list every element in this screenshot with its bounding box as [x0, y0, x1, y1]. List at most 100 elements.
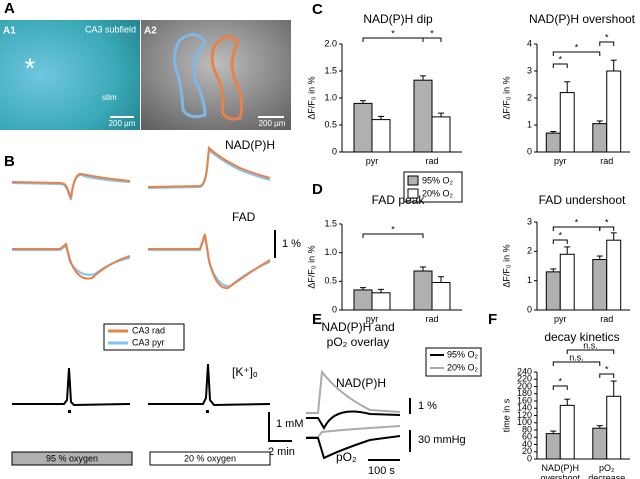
- bar: [545, 132, 561, 153]
- scale-label: 2 min: [268, 446, 295, 458]
- panel-label: F: [488, 311, 497, 328]
- significance-label: n.s.: [569, 352, 584, 362]
- y-tick-label: 20: [522, 446, 532, 456]
- bar: [353, 289, 373, 311]
- region-label: CA3 subfield: [85, 24, 136, 34]
- significance-label: *: [558, 376, 562, 386]
- bar: [545, 271, 561, 311]
- scale-label: 200 µm: [259, 119, 286, 128]
- bar: [606, 395, 622, 460]
- y-tick-label: 3: [527, 65, 532, 75]
- image-a1: [0, 20, 140, 130]
- y-tick-label: 2: [527, 246, 532, 256]
- significance-label: *: [558, 230, 562, 240]
- scale-label: 200 µm: [109, 119, 136, 128]
- panel-label: A: [4, 0, 15, 17]
- trace-label: FAD: [232, 210, 256, 224]
- scale-label: 100 s: [368, 465, 395, 477]
- legend-swatch: [407, 175, 419, 186]
- y-tick-label: 1.5: [324, 218, 337, 228]
- scale-label: 30 mmHg: [418, 434, 466, 446]
- y-tick-label: 240: [517, 366, 532, 376]
- x-tick-label: rad: [600, 156, 614, 166]
- traces-b: [11, 145, 271, 290]
- chart-title: NAD(P)H overshoot: [529, 12, 636, 26]
- significance-label: *: [605, 32, 609, 42]
- y-axis-label: ΔF/F₀ in %: [306, 245, 316, 288]
- y-tick-label: 2.0: [324, 38, 337, 48]
- significance-label: *: [605, 217, 609, 227]
- bar: [559, 92, 575, 153]
- stim-marker: [68, 410, 71, 413]
- trace-po2-95: [306, 435, 401, 460]
- legend-label: CA3 rad: [132, 325, 165, 335]
- significance-bracket: [599, 373, 615, 378]
- panel-label: C: [312, 1, 323, 18]
- y-tick-label: 120: [517, 410, 532, 420]
- y-tick-label: 60: [522, 432, 532, 442]
- significance-label: *: [391, 28, 395, 38]
- chart-title: FAD undershoot: [539, 193, 626, 207]
- legend-e: [425, 347, 482, 377]
- significance-bracket: [362, 37, 424, 42]
- legend-label: 95% O₂: [422, 175, 454, 185]
- bar: [592, 259, 608, 311]
- trace-po2-20: [306, 425, 401, 438]
- y-tick-label: 0: [332, 146, 337, 156]
- y-tick-label: 200: [517, 381, 532, 391]
- y-tick-label: 80: [522, 424, 532, 434]
- y-tick-label: 220: [517, 374, 532, 384]
- legend-label: 20% O₂: [422, 188, 454, 198]
- legend-b: [103, 323, 185, 351]
- y-tick-label: 4: [527, 38, 532, 48]
- scale-label: 1 %: [418, 400, 437, 412]
- x-tick-label: rad: [600, 314, 614, 324]
- panel-label: D: [312, 181, 323, 198]
- y-tick-label: 0: [527, 453, 532, 463]
- chart-title: NAD(P)H dip: [363, 12, 433, 26]
- y-tick-label: 1: [527, 119, 532, 129]
- significance-bracket: [552, 51, 601, 56]
- roi-rad: [210, 35, 244, 121]
- scale-label: 1 %: [282, 238, 301, 250]
- bar: [431, 281, 451, 311]
- significance-bracket: [422, 37, 442, 42]
- y-tick-label: 40: [522, 439, 532, 449]
- y-axis-label: ΔF/F₀ in %: [501, 244, 511, 287]
- stim-label: stim: [102, 93, 117, 102]
- y-tick-label: 1.0: [324, 247, 337, 257]
- significance-label: *: [575, 217, 579, 227]
- legend-label: CA3 pyr: [132, 337, 165, 347]
- y-tick-label: 0.5: [324, 276, 337, 286]
- significance-bracket: [552, 385, 568, 390]
- significance-bracket: [566, 349, 615, 354]
- significance-label: *: [575, 42, 579, 52]
- y-tick-label: 3: [527, 216, 532, 226]
- significance-bracket: [599, 41, 615, 46]
- panel-title: pO₂ overlay: [327, 335, 390, 349]
- bar: [431, 116, 451, 153]
- bar: [353, 102, 373, 153]
- significance-bracket: [599, 226, 615, 231]
- bar: [592, 427, 608, 460]
- significance-label: *: [558, 54, 562, 64]
- significance-bracket: [552, 361, 601, 366]
- y-axis-label: ΔF/F₀ in %: [501, 76, 511, 119]
- stim-marker: [206, 410, 209, 413]
- x-tick-label: pyr: [553, 314, 567, 324]
- x-tick-label: pyr: [365, 156, 379, 166]
- chart-title: FAD peak: [372, 193, 426, 207]
- panel-label: E: [312, 311, 322, 328]
- legend-label: 20% O₂: [447, 362, 479, 372]
- trace-nadph-95: [306, 410, 401, 431]
- significance-label: *: [605, 364, 609, 374]
- y-tick-label: 1.0: [324, 92, 337, 102]
- condition-bar: [11, 451, 133, 466]
- x-tick-label: pyr: [365, 314, 379, 324]
- significance-bracket: [552, 63, 568, 68]
- panel-label: B: [4, 153, 15, 170]
- y-axis-label: ΔF/F₀ in %: [306, 76, 316, 119]
- trace-label: NAD(P)H: [225, 138, 275, 152]
